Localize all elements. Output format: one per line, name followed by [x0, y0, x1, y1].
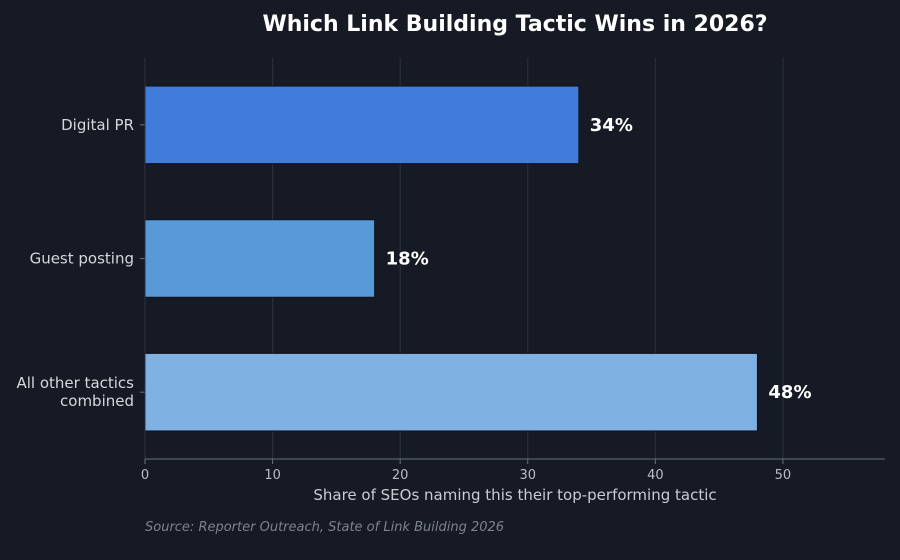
x-tick-label-0: 0 [141, 468, 149, 483]
bar-2 [144, 219, 376, 298]
category-label-1: Digital PR [61, 116, 134, 134]
axes [140, 58, 885, 464]
x-tick-label-10: 10 [264, 468, 281, 483]
x-tick-label-50: 50 [775, 468, 792, 483]
bar-1 [144, 85, 580, 165]
x-tick-label-40: 40 [647, 468, 664, 483]
value-label-2: 18% [386, 249, 429, 270]
category-label-3: All other tactics combined [16, 374, 134, 410]
x-tick-label-30: 30 [519, 468, 536, 483]
labels: 34% Digital PR 18% Guest posting 48% All othe… [16, 115, 811, 483]
bar-3 [144, 352, 758, 432]
x-axis-title: Share of SEOs naming this their top-perf… [313, 486, 717, 504]
value-label-1: 34% [590, 115, 633, 136]
source-note: Source: Reporter Outreach, State of Link… [145, 520, 505, 535]
chart-title: Which Link Building Tactic Wins in 2026? [262, 12, 768, 37]
value-label-3: 48% [768, 382, 811, 403]
x-tick-label-20: 20 [392, 468, 409, 483]
category-label-2: Guest posting [30, 250, 134, 268]
bars [144, 85, 758, 432]
